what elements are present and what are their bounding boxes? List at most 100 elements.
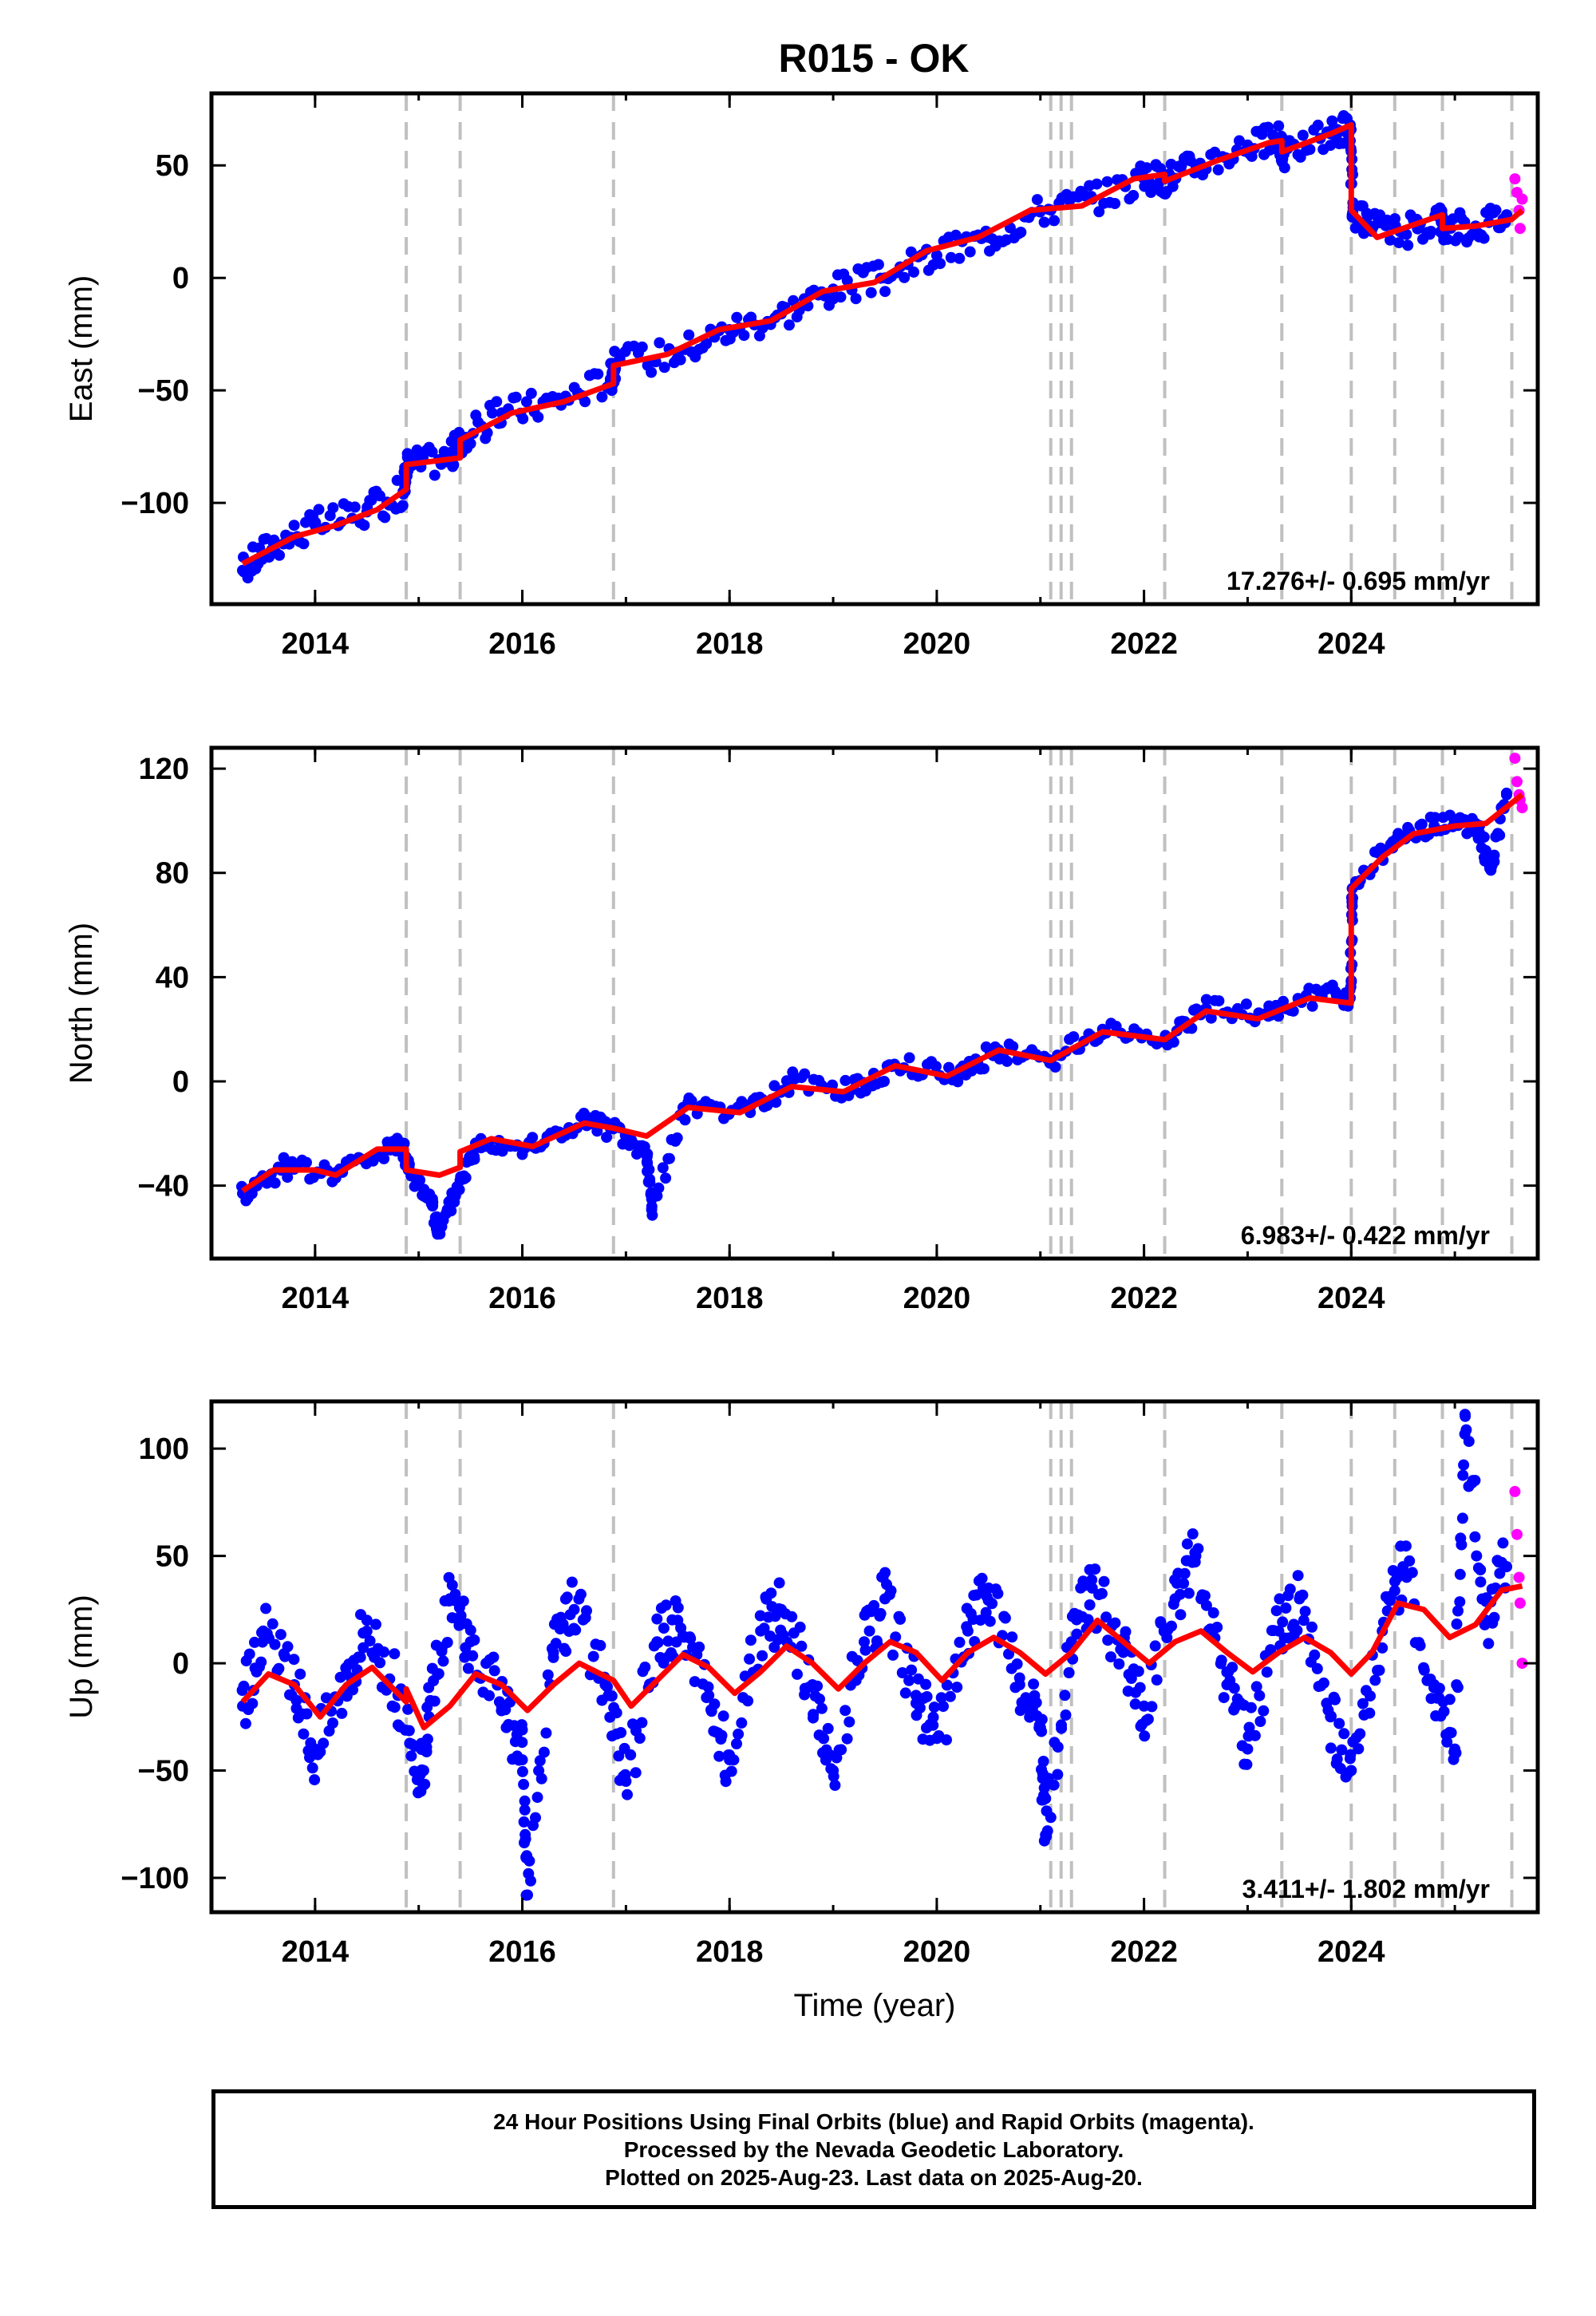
data-point (836, 1744, 847, 1756)
data-point (1441, 1736, 1453, 1748)
data-point (364, 1635, 376, 1647)
data-point (1463, 1436, 1475, 1448)
data-point (587, 1650, 599, 1662)
data-point (405, 1750, 417, 1762)
footer-box: 24 Hour Positions Using Final Orbits (bl… (211, 2089, 1536, 2209)
data-point (454, 1175, 466, 1186)
data-point (1284, 1583, 1296, 1595)
data-point (1336, 1744, 1348, 1756)
rate-label: 3.411+/- 1.802 mm/yr (1242, 1875, 1490, 1903)
data-point (1326, 115, 1338, 127)
data-point (1129, 1698, 1141, 1710)
data-point (1254, 1690, 1266, 1701)
x-tick-label: 2018 (696, 627, 764, 661)
data-point (1011, 1658, 1023, 1670)
data-point (1389, 1585, 1400, 1597)
data-point (423, 1190, 435, 1202)
data-point (273, 1662, 285, 1674)
data-point (1418, 1664, 1430, 1676)
x-tick-label: 2016 (488, 627, 556, 661)
data-point (1169, 1593, 1181, 1605)
data-point (1249, 1729, 1261, 1741)
data-point (1457, 1469, 1469, 1481)
data-point (890, 1631, 902, 1643)
data-point (1086, 1582, 1098, 1594)
data-point (1309, 1649, 1321, 1661)
x-tick-label: 2022 (1110, 1935, 1178, 1969)
data-point (1516, 193, 1528, 205)
x-tick-label: 2014 (282, 1282, 350, 1315)
data-point (290, 1694, 302, 1706)
data-point (945, 251, 957, 263)
data-point (653, 1182, 665, 1194)
data-point (1059, 1690, 1071, 1701)
data-point (1469, 1475, 1481, 1486)
data-point (796, 1640, 808, 1652)
data-point (1151, 1674, 1163, 1686)
data-point (1428, 1679, 1440, 1690)
data-point (1509, 1485, 1521, 1497)
data-point (639, 1662, 651, 1673)
data-point (433, 1668, 444, 1680)
data-point (908, 266, 919, 278)
data-point (999, 1612, 1011, 1624)
data-point (808, 1712, 819, 1724)
data-point (1013, 1679, 1025, 1690)
data-point (282, 1172, 294, 1184)
data-point (237, 1700, 248, 1712)
data-point (1425, 225, 1437, 237)
data-point (658, 362, 670, 373)
data-point (887, 1649, 899, 1661)
data-point (725, 1765, 737, 1777)
data-point (1052, 1741, 1064, 1753)
data-point (419, 1778, 431, 1790)
data-point (1212, 164, 1224, 176)
x-tick-label: 2018 (696, 1935, 764, 1969)
data-point (370, 1618, 381, 1630)
data-point (237, 564, 248, 576)
data-point (1060, 1709, 1072, 1721)
panel-1: 2014 2016 2018 2020 2022 2024 −100 −50 0 50 East (… (64, 91, 1540, 661)
data-point (561, 1591, 573, 1603)
data-point (417, 1765, 429, 1777)
data-point (468, 1153, 480, 1165)
series-final-orbits (236, 1409, 1512, 1901)
data-point (1211, 1622, 1223, 1633)
data-point (927, 1711, 939, 1723)
data-point (1475, 1564, 1487, 1575)
data-point (517, 413, 529, 425)
data-point (421, 1746, 433, 1757)
data-point (320, 1692, 332, 1704)
data-point (462, 1662, 474, 1674)
data-point (445, 1205, 457, 1217)
data-point (828, 1765, 839, 1777)
data-point (1221, 1679, 1233, 1690)
data-point (1093, 206, 1105, 218)
data-point (636, 341, 648, 353)
data-point (672, 1602, 684, 1614)
data-point (397, 500, 409, 512)
data-point (757, 1650, 768, 1662)
data-point (1306, 1621, 1317, 1633)
data-point (1449, 1743, 1461, 1755)
data-point (658, 1622, 670, 1634)
data-point (288, 1654, 300, 1666)
data-point (1241, 1758, 1253, 1770)
data-point (269, 1177, 281, 1189)
data-point (1494, 829, 1506, 841)
data-point (1063, 1667, 1075, 1678)
data-point (294, 1668, 306, 1680)
data-point (733, 1728, 745, 1740)
data-point (1258, 1705, 1270, 1717)
data-point (974, 1614, 986, 1626)
data-point (592, 368, 604, 380)
data-point (875, 1607, 887, 1619)
data-point (976, 1572, 988, 1584)
data-point (1471, 1550, 1483, 1562)
data-point (872, 259, 884, 271)
data-point (702, 1681, 714, 1693)
data-point (703, 1690, 715, 1701)
data-point (1478, 232, 1490, 244)
data-point (1098, 1575, 1110, 1587)
data-point (1354, 1728, 1366, 1740)
